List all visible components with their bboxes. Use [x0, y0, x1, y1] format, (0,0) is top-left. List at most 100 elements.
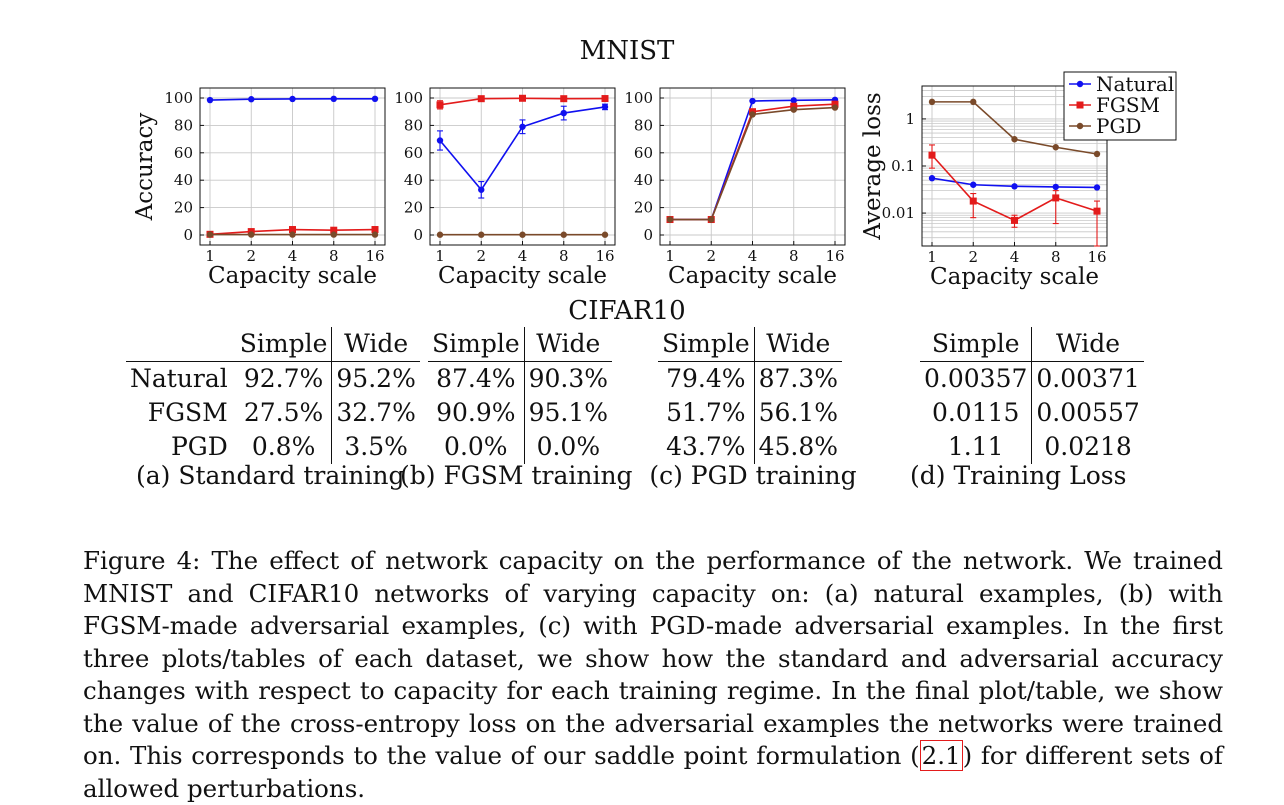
figure-caption: Figure 4: The effect of network capacity…	[83, 545, 1223, 805]
data-point	[790, 97, 797, 104]
table-row: 43.7% 45.8%	[658, 430, 842, 464]
cell-wide: 0.0218	[1044, 432, 1132, 461]
y-tick-label: 0	[643, 226, 653, 244]
table-row: 0.0% 0.0%	[428, 430, 612, 464]
x-tick-label: 4	[1010, 248, 1020, 266]
data-point	[436, 231, 444, 238]
x-axis-label: Capacity scale	[438, 263, 607, 289]
data-point	[790, 102, 798, 110]
table-row: 90.9% 95.1%	[428, 396, 612, 430]
data-point	[519, 94, 526, 102]
header-simple: Simple	[658, 327, 755, 362]
y-tick-label: 100	[164, 89, 193, 107]
x-tick-label: 2	[476, 247, 486, 265]
data-point	[519, 231, 526, 238]
data-point	[371, 231, 379, 238]
data-point	[601, 103, 609, 111]
table-row: 79.4% 87.3%	[658, 361, 842, 396]
cell-simple: 51.7%	[658, 396, 755, 430]
cell-wide: 0.0%	[536, 432, 601, 461]
data-point	[831, 104, 839, 111]
data-point	[519, 123, 526, 130]
y-tick-label: 80	[404, 116, 423, 134]
data-point	[371, 95, 379, 103]
x-tick-label: 16	[825, 247, 844, 265]
data-point	[928, 98, 936, 106]
cell-simple: 87.4%	[428, 361, 525, 396]
cell-wide: 32.7%	[336, 398, 416, 427]
cell-simple: 92.7%	[235, 361, 333, 396]
data-point	[831, 100, 839, 108]
data-point	[478, 186, 485, 193]
cell-wide: 0.00371	[1036, 364, 1140, 393]
x-tick-label: 2	[246, 247, 256, 265]
cell-simple: 90.9%	[428, 396, 525, 430]
data-point	[790, 106, 797, 113]
data-point	[560, 95, 568, 103]
x-tick-label: 16	[1087, 248, 1106, 266]
equation-ref-link[interactable]: 2.1	[919, 740, 963, 771]
header-wide: Wide	[331, 327, 420, 362]
caption-b: (b) FGSM training	[400, 461, 633, 490]
data-point	[1076, 101, 1084, 109]
x-tick-label: 2	[968, 248, 978, 266]
header-wide: Wide	[754, 327, 843, 362]
row-label: PGD	[170, 432, 228, 461]
cell-wide: 56.1%	[758, 398, 839, 427]
table-pgd-training: Simple Wide 79.4% 87.3% 51.7% 56.1% 43.7…	[658, 327, 843, 464]
header-simple: Simple	[428, 327, 525, 362]
data-point	[330, 231, 337, 238]
cell-simple: 1.11	[920, 430, 1033, 464]
table-standard-training: Simple Wide Natural 92.7% 95.2% FGSM 27.…	[126, 327, 420, 464]
cell-simple: 27.5%	[235, 396, 333, 430]
data-point	[749, 97, 756, 105]
y-tick-label: 80	[634, 116, 653, 134]
y-tick-label: 20	[404, 199, 423, 217]
row-label: FGSM	[147, 398, 228, 427]
x-tick-label: 8	[559, 247, 569, 265]
x-tick-label: 1	[665, 247, 675, 265]
data-point	[749, 111, 756, 118]
data-point	[666, 216, 674, 223]
x-tick-label: 4	[518, 247, 528, 265]
table-fgsm-training: Simple Wide 87.4% 90.3% 90.9% 95.1% 0.0%…	[428, 327, 613, 464]
legend-entry: PGD	[1096, 114, 1141, 138]
data-point	[560, 231, 567, 238]
data-point	[289, 226, 296, 234]
table-training-loss: Simple Wide 0.00357 0.00371 0.0115 0.005…	[920, 327, 1144, 464]
cell-simple: 0.0115	[920, 396, 1033, 430]
y-tick-label: 60	[634, 144, 653, 162]
data-point	[1052, 144, 1059, 151]
cell-wide: 95.1%	[528, 398, 609, 427]
header-wide: Wide	[1031, 327, 1144, 362]
x-tick-label: 8	[329, 247, 339, 265]
data-point	[330, 95, 337, 103]
data-point	[928, 151, 936, 159]
mnist-title: MNIST	[579, 36, 675, 66]
data-point	[289, 231, 296, 238]
x-tick-label: 8	[1051, 248, 1061, 266]
x-tick-label: 1	[927, 248, 937, 266]
cell-simple: 0.0%	[428, 430, 525, 464]
data-point	[1011, 183, 1018, 190]
x-tick-label: 1	[435, 247, 445, 265]
y-tick-label: 40	[404, 171, 423, 189]
cell-wide: 95.2%	[336, 364, 416, 393]
data-point	[289, 95, 296, 103]
data-point	[248, 96, 255, 103]
legend-entry: FGSM	[1096, 93, 1160, 117]
cifar-title: CIFAR10	[568, 296, 686, 326]
y-tick-label: 0	[183, 226, 193, 244]
data-point	[601, 231, 609, 238]
cell-wide: 90.3%	[528, 364, 609, 393]
data-point	[1011, 136, 1018, 143]
table-row: PGD 0.8% 3.5%	[126, 430, 420, 464]
table-row: 0.00357 0.00371	[920, 361, 1144, 396]
data-point	[928, 175, 936, 182]
y-tick-label: 40	[634, 171, 653, 189]
data-point	[436, 137, 444, 144]
data-point	[970, 181, 977, 188]
data-point	[560, 109, 567, 117]
